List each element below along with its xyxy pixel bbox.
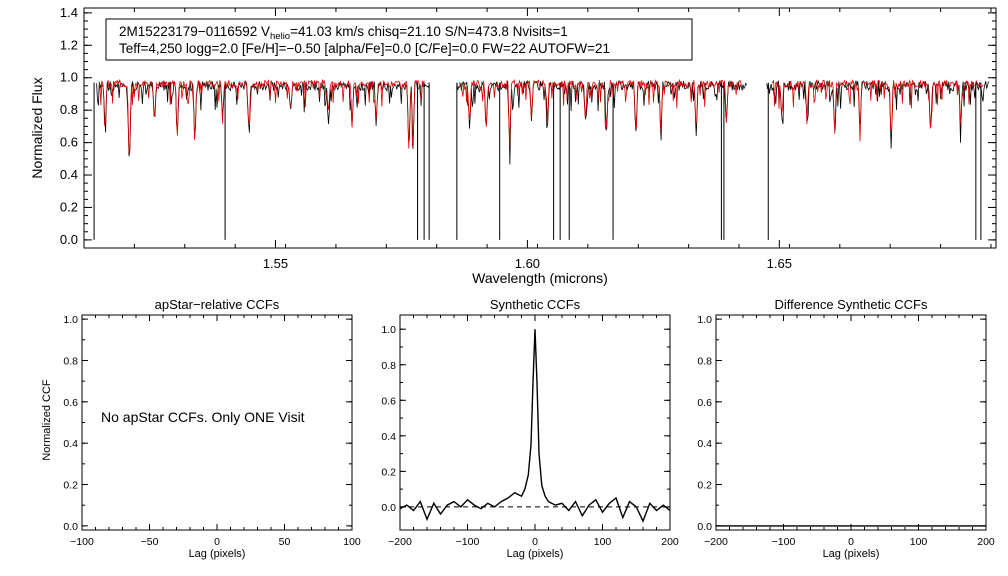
- x-tick-label: −200: [388, 536, 412, 548]
- x-tick-label: 1.60: [515, 256, 540, 271]
- y-tick-label: 0.6: [60, 135, 78, 150]
- observed-spectrum-line: [766, 79, 989, 149]
- y-tick-label: 0.4: [381, 431, 396, 443]
- x-tick-label: 50: [279, 536, 291, 548]
- y-tick-label: 0.2: [60, 199, 78, 214]
- x-tick-label: 100: [910, 536, 928, 548]
- synthetic-ccf-panel: Synthetic CCFs −200 −100 0 100 200 0.0 0.2 0.4 0…: [381, 297, 679, 560]
- apstar-ccf-y-axis-title: Normalized CCF: [41, 379, 53, 461]
- apstar-ccf-ticks: −100 −50 0 50 100 0.0 0.2 0.4 0.6 0.8 1.0: [63, 314, 361, 548]
- x-tick-label: −50: [141, 536, 159, 548]
- y-tick-label: 0.8: [63, 355, 78, 367]
- y-tick-label: 1.0: [697, 314, 712, 326]
- y-tick-label: 0.4: [63, 438, 78, 450]
- x-tick-label: 200: [661, 536, 679, 548]
- difference-ccf-panel: Difference Synthetic CCFs −200 −100 0 100 20…: [697, 297, 995, 560]
- y-tick-label: 0.2: [63, 480, 78, 492]
- spectrum-plot-area: [93, 78, 989, 240]
- observed-spectrum-line: [96, 80, 430, 157]
- x-tick-label: −100: [456, 536, 480, 548]
- x-tick-label: 200: [977, 536, 995, 548]
- difference-ccf-x-axis-title: Lag (pixels): [823, 548, 880, 560]
- spectrum-x-axis-title: Wavelength (microns): [472, 270, 608, 286]
- synthetic-ccf-title: Synthetic CCFs: [490, 297, 581, 312]
- y-tick-label: 0.8: [60, 102, 78, 117]
- apstar-ccf-title: apStar−relative CCFs: [155, 297, 280, 312]
- synthetic-ccf-plot-area: [399, 329, 671, 523]
- synthetic-ccf-ticks: −200 −100 0 100 200 0.0 0.2 0.4 0.6 0.8 1.0: [381, 315, 679, 548]
- observed-spectrum-line: [456, 80, 747, 165]
- synthetic-spectrum-line: [98, 78, 425, 154]
- synthetic-spectrum-line: [459, 78, 742, 146]
- y-tick-label: 0.8: [697, 355, 712, 367]
- y-tick-label: 0.0: [697, 521, 712, 533]
- x-tick-label: −100: [70, 536, 94, 548]
- apstar-ccf-x-axis-title: Lag (pixels): [189, 548, 246, 560]
- y-tick-label: 0.4: [60, 167, 78, 182]
- x-tick-label: 100: [343, 536, 361, 548]
- y-tick-label: 0.2: [381, 466, 396, 478]
- spectrum-panel: 1.55 1.60 1.65 0.0 0.2 0.4 0.6 0.8 1.0 1.2 1.4 2M1…: [29, 5, 997, 286]
- difference-ccf-title: Difference Synthetic CCFs: [775, 297, 928, 312]
- y-tick-label: 1.0: [60, 70, 78, 85]
- x-tick-label: 0: [214, 536, 220, 548]
- synthetic-ccf-line: [399, 329, 671, 523]
- x-tick-label: 1.55: [263, 256, 288, 271]
- info-box-frame: [105, 18, 693, 61]
- x-tick-label: −200: [704, 536, 728, 548]
- spectrum-axes-frame: [83, 7, 997, 249]
- x-tick-label: 100: [594, 536, 612, 548]
- info-line-1: 2M15223179−0116592 Vhelio=41.03 km/s chi…: [119, 24, 568, 42]
- y-tick-label: 1.0: [381, 324, 396, 336]
- x-tick-label: 1.65: [767, 256, 792, 271]
- y-tick-label: 0.6: [697, 397, 712, 409]
- synthetic-spectrum-line: [771, 79, 984, 142]
- info-line-1-suffix: =41.03 km/s chisq=21.10 S/N=473.8 Nvisit…: [290, 24, 568, 39]
- y-tick-label: 0.4: [697, 438, 712, 450]
- y-tick-label: 0.0: [63, 521, 78, 533]
- synthetic-ccf-x-axis-title: Lag (pixels): [507, 548, 564, 560]
- y-tick-label: 0.8: [381, 360, 396, 372]
- difference-ccf-axes-frame: [715, 314, 987, 531]
- y-tick-label: 0.0: [381, 502, 396, 514]
- y-tick-label: 1.2: [60, 37, 78, 52]
- y-tick-label: 1.4: [60, 5, 78, 20]
- info-line-1-subscript: helio: [270, 31, 290, 42]
- spectrum-y-axis-title: Normalized Flux: [29, 77, 45, 178]
- y-tick-label: 1.0: [63, 314, 78, 326]
- spectrum-info-box: 2M15223179−0116592 Vhelio=41.03 km/s chi…: [105, 18, 693, 61]
- y-tick-label: 0.6: [381, 395, 396, 407]
- spectrum-ticks: 1.55 1.60 1.65 0.0 0.2 0.4 0.6 0.8 1.0 1.2 1.4: [60, 5, 996, 271]
- info-line-2: Teff=4,250 logg=2.0 [Fe/H]=−0.50 [alpha/…: [119, 41, 610, 56]
- x-tick-label: 0: [532, 536, 538, 548]
- difference-ccf-ticks: −200 −100 0 100 200 0.0 0.2 0.4 0.6 0.8 1.0: [697, 314, 995, 548]
- info-line-1-prefix: 2M15223179−0116592 V: [119, 24, 270, 39]
- y-tick-label: 0.0: [60, 232, 78, 247]
- x-tick-label: −100: [772, 536, 796, 548]
- y-tick-label: 0.6: [63, 397, 78, 409]
- apstar-ccf-annotation: No apStar CCFs. Only ONE Visit: [101, 409, 305, 425]
- apstar-ccf-panel: apStar−relative CCFs −100 −50 0 50 100 0.0 0.2…: [41, 297, 361, 560]
- y-tick-label: 0.2: [697, 480, 712, 492]
- x-tick-label: 0: [848, 536, 854, 548]
